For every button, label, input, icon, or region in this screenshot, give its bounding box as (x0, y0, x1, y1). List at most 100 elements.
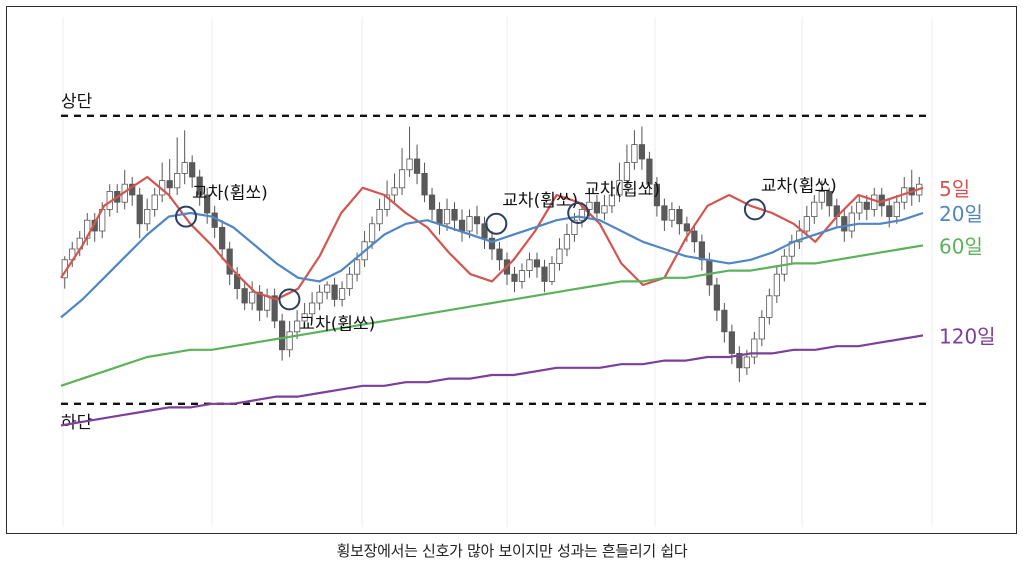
crossing-label: 교차(휩쏘) (192, 184, 268, 204)
candle-body (743, 356, 750, 369)
candle-body (563, 234, 571, 250)
candle-body (713, 284, 720, 311)
candle-body (698, 241, 705, 261)
candle-body (886, 205, 893, 218)
candle-body (413, 158, 421, 174)
candle-body (871, 194, 878, 210)
candle-body (196, 176, 203, 196)
chart-caption: 횡보장에서는 신호가 많아 보이지만 성과는 흔들리기 쉽다 (336, 542, 688, 560)
candle-body (601, 205, 608, 214)
crossing-label: 교차(휩쏘) (299, 314, 375, 334)
candle-body (631, 144, 638, 164)
candle-body (856, 201, 863, 214)
candle-body (219, 226, 226, 250)
candle-body (398, 169, 406, 189)
crossing-label: 교차(휩쏘) (584, 180, 660, 200)
crossing-circle (485, 212, 508, 235)
candle-body (181, 162, 188, 174)
candle-body (661, 205, 668, 221)
candle-body (586, 201, 593, 210)
candle-body (473, 216, 481, 225)
candle-body (706, 259, 713, 286)
candle-body (593, 201, 601, 214)
crossing-label: 교차(휩쏘) (502, 191, 578, 211)
candle-body (144, 208, 151, 225)
candle-body (683, 223, 690, 232)
candle-body (841, 216, 848, 232)
candle-body (443, 208, 451, 225)
candle-body (256, 291, 263, 311)
candle-body (286, 331, 293, 351)
candle-body (391, 187, 398, 196)
candle-body (803, 216, 810, 232)
candle-body (249, 291, 256, 304)
candle-body (204, 194, 211, 214)
candle-body (406, 158, 413, 171)
candle-body (136, 194, 143, 225)
candle-body (826, 190, 833, 207)
candle-body (863, 201, 870, 210)
grid (62, 17, 933, 527)
candle-body (796, 230, 803, 243)
candle-body (428, 194, 436, 210)
candle-body (518, 270, 526, 282)
candle-body (676, 208, 683, 225)
candle-body (466, 216, 473, 232)
candle-body (751, 338, 758, 358)
candle-body (646, 158, 653, 185)
candle-body (316, 291, 323, 304)
candle-body (174, 172, 181, 189)
series-line (60, 334, 924, 427)
candle-body (736, 352, 743, 369)
candle-body (766, 295, 773, 318)
candle-body (421, 172, 428, 196)
candle-body (818, 190, 825, 203)
crossing-circle (567, 202, 590, 224)
legend-label: 120일 (939, 324, 996, 348)
candle-body (653, 183, 661, 207)
candle-body (436, 208, 443, 225)
candle-body (773, 273, 780, 297)
crossing-label: 교차(휩쏘) (761, 176, 837, 196)
candle-body (541, 266, 548, 282)
reference-line-label: 상단 (61, 92, 93, 112)
legend-label: 60일 (939, 234, 983, 258)
candle-body (166, 180, 173, 189)
chart-frame: 상단 하단 교차(휩쏘) 교차(휩쏘) 교차(휩쏘) 교차(휩쏘) 교차(휩쏘) 5일 20… (6, 6, 1017, 534)
moving-average-lines (60, 175, 924, 427)
candlesticks (61, 126, 923, 383)
candle-body (608, 194, 616, 207)
candle-body (511, 273, 518, 282)
series-line (60, 244, 924, 387)
candle-body (728, 331, 735, 354)
candle-body (691, 230, 698, 243)
candle-body (571, 219, 578, 235)
crossing-circle (743, 198, 766, 221)
candle-body (578, 208, 586, 221)
candle-body (893, 201, 900, 217)
candle-body (151, 194, 158, 210)
candle-body (383, 194, 391, 210)
candle-body (189, 162, 196, 178)
candle-body (241, 288, 248, 304)
candle-body (638, 144, 646, 160)
crossing-circle (278, 288, 301, 311)
candle-body (496, 248, 503, 261)
candle-body (533, 259, 541, 268)
candle-body (458, 219, 466, 232)
candle-body (91, 219, 98, 232)
candle-body (721, 309, 728, 333)
series-line (60, 175, 924, 301)
candle-body (338, 288, 346, 300)
candle-body (226, 248, 233, 275)
candle-body (323, 284, 331, 293)
candle-body (346, 273, 353, 290)
legend-label: 20일 (939, 202, 983, 226)
candle-body (548, 262, 556, 282)
candle-body (848, 212, 855, 232)
candle-body (271, 295, 278, 322)
candle-body (368, 223, 376, 243)
candle-body (331, 284, 338, 300)
candle-body (623, 162, 631, 182)
